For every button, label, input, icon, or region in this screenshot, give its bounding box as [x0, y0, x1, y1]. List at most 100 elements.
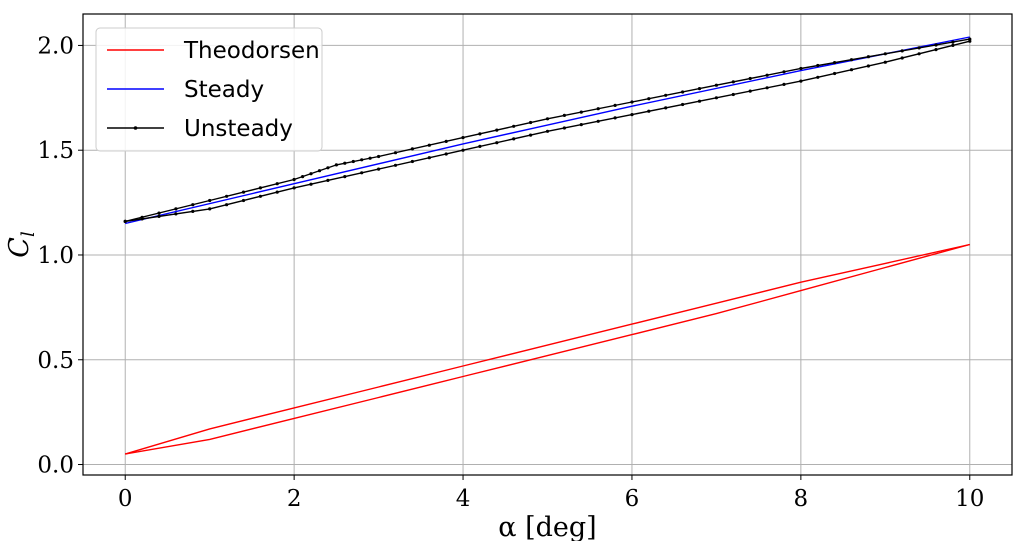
x-axis-label: α [deg] — [498, 512, 596, 541]
data-point — [241, 198, 246, 203]
data-point — [309, 172, 313, 176]
data-point — [545, 117, 550, 121]
data-point — [225, 203, 229, 207]
data-point — [393, 151, 398, 155]
plot-frame — [82, 13, 1013, 476]
data-point — [562, 113, 567, 117]
data-point — [512, 124, 516, 128]
data-point — [461, 136, 465, 140]
data-point — [849, 58, 854, 62]
data-point — [883, 52, 887, 56]
data-point — [647, 97, 651, 101]
data-point — [360, 171, 364, 175]
data-point — [191, 203, 195, 207]
x-axis-label-text: α [deg] — [498, 512, 596, 541]
data-point — [613, 116, 617, 120]
data-point — [343, 175, 347, 179]
data-point — [495, 141, 499, 145]
data-point — [478, 132, 482, 136]
y-tick-label: 0.0 — [37, 453, 74, 479]
data-point — [225, 194, 229, 198]
data-point — [816, 75, 820, 79]
data-point — [765, 73, 769, 77]
data-point — [326, 178, 330, 182]
data-point — [714, 83, 719, 87]
data-point — [934, 43, 938, 47]
data-point — [301, 175, 305, 179]
data-point — [368, 156, 372, 160]
data-point — [579, 123, 583, 127]
data-point — [529, 133, 533, 137]
data-point — [664, 106, 668, 110]
legend-label: Unsteady — [184, 116, 293, 142]
data-point — [478, 144, 482, 148]
data-point — [174, 207, 178, 211]
data-point — [140, 217, 144, 221]
legend-label: Steady — [184, 77, 264, 103]
y-axis-label-text: Cl — [4, 231, 39, 258]
data-point — [495, 128, 499, 132]
data-point — [461, 148, 465, 152]
data-point — [393, 163, 398, 167]
data-point — [191, 209, 195, 213]
data-point — [351, 159, 355, 164]
x-tick-label: 4 — [456, 486, 471, 512]
data-point — [900, 49, 904, 53]
y-tick-label: 2.0 — [37, 33, 74, 59]
data-point — [647, 109, 651, 113]
data-point — [849, 68, 854, 72]
series-lines — [123, 36, 972, 455]
legend-box — [95, 27, 323, 152]
data-point — [917, 46, 921, 50]
data-point — [562, 126, 567, 130]
data-point — [765, 86, 769, 90]
data-point — [664, 93, 668, 97]
data-point — [410, 159, 414, 164]
data-point — [613, 103, 617, 107]
legend-label: Theodorsen — [183, 38, 320, 64]
data-point — [596, 107, 600, 111]
data-point — [579, 110, 583, 114]
data-point — [529, 120, 533, 125]
data-point — [309, 182, 313, 186]
data-point — [317, 169, 322, 173]
data-point — [377, 154, 381, 159]
x-ticks: 0 2 4 6 8 10 — [118, 475, 984, 512]
data-point — [630, 100, 634, 104]
data-point — [292, 177, 296, 182]
data-point — [275, 182, 279, 186]
data-point — [630, 113, 634, 117]
legend: Theodorsen Steady Unsteady — [95, 27, 323, 152]
data-point — [334, 163, 338, 167]
data-point — [968, 39, 972, 43]
data-point — [833, 71, 837, 76]
x-tick-label: 8 — [794, 486, 809, 512]
y-tick-label: 1.5 — [37, 138, 74, 164]
x-tick-label: 0 — [118, 486, 133, 512]
data-point — [714, 96, 719, 100]
data-point — [866, 64, 871, 68]
data-point — [512, 137, 516, 141]
data-point — [681, 90, 685, 94]
data-point — [883, 60, 887, 64]
steady-series — [125, 36, 970, 225]
y-ticks: 0.0 0.5 1.0 1.5 2.0 — [37, 33, 83, 479]
data-point — [681, 102, 685, 107]
data-point — [157, 211, 161, 215]
data-point — [444, 152, 448, 156]
data-point — [782, 70, 786, 74]
data-point — [360, 158, 364, 162]
data-point — [833, 61, 837, 65]
x-tick-label: 10 — [955, 486, 984, 512]
data-point — [326, 166, 330, 170]
data-point — [782, 82, 786, 86]
data-point — [951, 40, 955, 44]
data-point — [427, 156, 431, 160]
data-point — [275, 190, 279, 194]
data-point — [697, 99, 702, 103]
data-point — [951, 43, 955, 48]
data-point — [866, 55, 871, 59]
data-point — [799, 79, 803, 83]
data-point — [174, 212, 178, 216]
